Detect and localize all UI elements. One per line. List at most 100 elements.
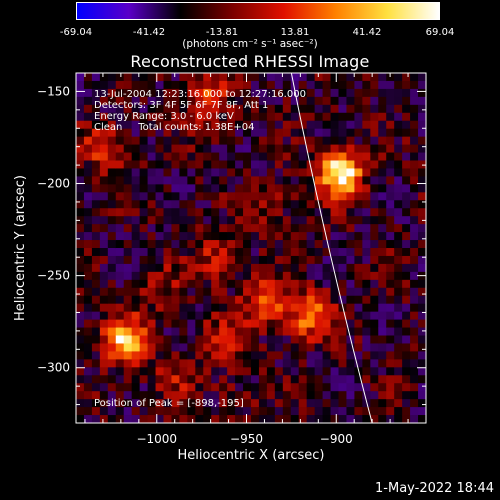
- heatmap-cell: [306, 200, 316, 209]
- heatmap-cell: [274, 255, 284, 265]
- heatmap-cell: [227, 263, 236, 273]
- heatmap-cell: [155, 176, 164, 185]
- heatmap-cell: [322, 208, 331, 217]
- heatmap-cell: [203, 255, 212, 265]
- heatmap-cell: [76, 255, 85, 265]
- heatmap-cell: [314, 88, 323, 98]
- heatmap-cell: [155, 112, 164, 122]
- heatmap-cell: [107, 200, 117, 209]
- heatmap-cell: [243, 383, 252, 392]
- heatmap-cell: [306, 168, 316, 177]
- heatmap-cell: [115, 263, 125, 273]
- heatmap-cell: [306, 351, 316, 360]
- heatmap-cell: [147, 319, 156, 328]
- heatmap-cell: [298, 120, 308, 130]
- heatmap-cell: [147, 271, 156, 281]
- heatmap-cell: [227, 359, 236, 368]
- heatmap-cell: [290, 271, 300, 281]
- heatmap-cell: [235, 160, 244, 169]
- heatmap-cell: [179, 248, 188, 257]
- heatmap-cell: [131, 128, 141, 138]
- heatmap-cell: [410, 208, 419, 217]
- heatmap-cell: [330, 399, 339, 408]
- heatmap-cell: [274, 263, 284, 273]
- heatmap-cell: [362, 232, 371, 241]
- heatmap-cell: [306, 303, 316, 313]
- heatmap-cell: [386, 375, 395, 384]
- heatmap-cell: [298, 128, 308, 138]
- heatmap-cell: [235, 255, 244, 265]
- heatmap-cell: [179, 359, 188, 368]
- heatmap-cell: [298, 287, 308, 297]
- heatmap-cell: [99, 415, 109, 424]
- heatmap-cell: [378, 152, 387, 161]
- heatmap-cell: [258, 88, 268, 98]
- heatmap-cell: [322, 192, 331, 201]
- heatmap-cell: [298, 303, 308, 313]
- heatmap-cell: [203, 192, 212, 201]
- heatmap-cell: [378, 216, 387, 225]
- heatmap-cell: [211, 351, 220, 360]
- heatmap-cell: [243, 295, 252, 305]
- heatmap-cell: [282, 335, 292, 344]
- heatmap-cell: [115, 200, 125, 209]
- heatmap-cell: [187, 104, 196, 114]
- heatmap-cell: [394, 295, 403, 305]
- heatmap-cell: [354, 216, 363, 225]
- heatmap-cell: [258, 287, 268, 297]
- heatmap-cell: [131, 263, 141, 273]
- heatmap-cell: [155, 73, 164, 82]
- heatmap-cell: [219, 311, 228, 320]
- heatmap-cell: [274, 160, 284, 169]
- heatmap-cell: [235, 319, 244, 328]
- heatmap-cell: [203, 407, 212, 416]
- heatmap-cell: [147, 255, 156, 265]
- heatmap-cell: [314, 232, 323, 241]
- heatmap-cell: [123, 319, 133, 328]
- colorbar: [76, 2, 440, 20]
- heatmap-cell: [362, 367, 371, 376]
- heatmap-cell: [83, 303, 93, 313]
- heatmap-cell: [330, 168, 339, 177]
- heatmap-cell: [298, 200, 308, 209]
- heatmap-cell: [203, 295, 212, 305]
- heatmap-cell: [203, 168, 212, 177]
- heatmap-cell: [203, 351, 212, 360]
- heatmap-cell: [76, 168, 85, 177]
- heatmap-cell: [322, 136, 331, 145]
- heatmap-cell: [211, 343, 220, 352]
- heatmap-cell: [91, 120, 101, 130]
- heatmap-cell: [346, 255, 355, 265]
- heatmap-cell: [290, 327, 300, 336]
- heatmap-cell: [179, 216, 188, 225]
- heatmap-cell: [402, 319, 411, 328]
- heatmap-cell: [370, 96, 379, 106]
- heatmap-cell: [322, 359, 331, 368]
- heatmap-cell: [131, 160, 141, 169]
- heatmap-cell: [83, 104, 93, 114]
- heatmap-cell: [219, 240, 228, 249]
- heatmap-cell: [314, 136, 323, 145]
- heatmap-cell: [243, 263, 252, 273]
- heatmap-cell: [235, 287, 244, 297]
- heatmap-cell: [163, 128, 172, 138]
- heatmap-cell: [203, 216, 212, 225]
- heatmap-cell: [235, 415, 244, 424]
- heatmap-cell: [274, 343, 284, 352]
- heatmap-cell: [274, 279, 284, 289]
- heatmap-cell: [338, 271, 347, 281]
- heatmap-cell: [171, 399, 180, 408]
- heatmap-cell: [235, 112, 244, 122]
- heatmap-cell: [258, 192, 268, 201]
- heatmap-cell: [123, 104, 133, 114]
- heatmap-cell: [107, 176, 117, 185]
- heatmap-cell: [402, 327, 411, 336]
- heatmap-cell: [219, 224, 228, 233]
- heatmap-cell: [362, 248, 371, 257]
- heatmap-cell: [155, 295, 164, 305]
- heatmap-cell: [258, 96, 268, 106]
- heatmap-cell: [171, 192, 180, 201]
- heatmap-cell: [330, 415, 339, 424]
- heatmap-cell: [147, 279, 156, 289]
